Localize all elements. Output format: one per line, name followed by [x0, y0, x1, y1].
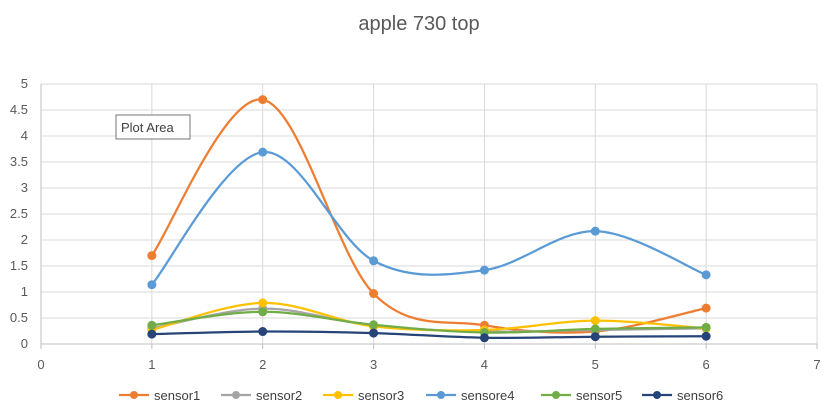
series-points [148, 96, 710, 342]
legend-label: sensor5 [576, 388, 622, 403]
data-point-sensor6 [480, 334, 488, 342]
data-point-sensor1 [148, 252, 156, 260]
x-tick-label: 1 [148, 357, 155, 372]
x-tick-label: 4 [481, 357, 488, 372]
data-point-sensor5 [259, 308, 267, 316]
x-tick-label: 5 [592, 357, 599, 372]
tooltip-label: Plot Area [121, 120, 175, 135]
data-point-sensore4 [259, 148, 267, 156]
legend-item-sensore4: sensore4 [426, 388, 514, 403]
y-tick-label: 1.5 [10, 258, 28, 273]
data-point-sensor1 [702, 304, 710, 312]
legend-item-sensor5: sensor5 [541, 388, 622, 403]
x-tick-label: 2 [259, 357, 266, 372]
data-point-sensor6 [591, 333, 599, 341]
data-point-sensore4 [370, 257, 378, 265]
legend-marker [334, 391, 342, 399]
data-point-sensore4 [591, 227, 599, 235]
data-point-sensor1 [370, 290, 378, 298]
y-tick-label: 2.5 [10, 206, 28, 221]
legend-marker [130, 391, 138, 399]
legend: sensor1 sensor2 sensor3 sensore4 sensor5 sens… [119, 388, 723, 403]
data-point-sensore4 [148, 281, 156, 289]
legend-label: sensor6 [677, 388, 723, 403]
data-point-sensor6 [702, 332, 710, 340]
legend-marker [232, 391, 240, 399]
y-tick-label: 0.5 [10, 310, 28, 325]
data-point-sensor6 [370, 329, 378, 337]
legend-label: sensor3 [358, 388, 404, 403]
y-tick-label: 1 [21, 284, 28, 299]
legend-item-sensor1: sensor1 [119, 388, 200, 403]
x-tick-label: 7 [813, 357, 820, 372]
data-point-sensor6 [259, 328, 267, 336]
series-line-sensor1 [152, 99, 706, 332]
plot-area-tooltip: Plot Area [116, 115, 190, 139]
legend-item-sensor3: sensor3 [323, 388, 404, 403]
series-line-sensor3 [152, 303, 706, 331]
x-tick-label: 0 [37, 357, 44, 372]
data-point-sensor3 [591, 317, 599, 325]
data-point-sensor3 [259, 299, 267, 307]
y-tick-label: 3 [21, 180, 28, 195]
x-tick-label: 6 [703, 357, 710, 372]
legend-marker [552, 391, 560, 399]
data-point-sensor6 [148, 330, 156, 338]
x-tick-label: 3 [370, 357, 377, 372]
legend-marker [437, 391, 445, 399]
series-lines [152, 99, 706, 338]
y-tick-label: 4.5 [10, 102, 28, 117]
series-line-sensor6 [152, 331, 706, 337]
y-tick-label: 3.5 [10, 154, 28, 169]
data-point-sensor1 [259, 96, 267, 104]
data-point-sensor5 [370, 321, 378, 329]
legend-label: sensor2 [256, 388, 302, 403]
legend-item-sensor6: sensor6 [642, 388, 723, 403]
legend-label: sensor1 [154, 388, 200, 403]
data-point-sensore4 [702, 271, 710, 279]
y-tick-label: 2 [21, 232, 28, 247]
y-tick-label: 5 [21, 76, 28, 91]
series-line-sensore4 [152, 152, 706, 285]
y-tick-label: 4 [21, 128, 28, 143]
data-point-sensor5 [148, 321, 156, 329]
data-point-sensor5 [702, 323, 710, 331]
legend-item-sensor2: sensor2 [221, 388, 302, 403]
chart-title: apple 730 top [358, 13, 479, 35]
legend-label: sensore4 [461, 388, 514, 403]
data-point-sensore4 [480, 266, 488, 274]
y-tick-label: 0 [21, 336, 28, 351]
data-point-sensor5 [591, 325, 599, 333]
legend-marker [653, 391, 661, 399]
